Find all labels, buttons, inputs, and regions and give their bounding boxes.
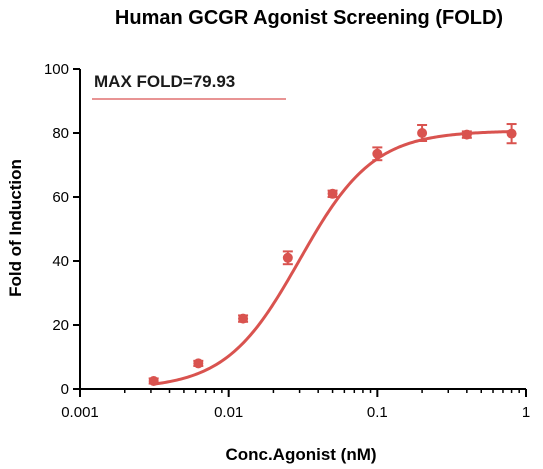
data-point [148,376,159,386]
x-tick-label: 1 [522,404,530,421]
plot-area: 0 20 40 60 80 100 0.001 0.01 0.1 1 MAX FOLD=79.93 [44,61,530,421]
data-point [327,188,338,199]
data-point [193,358,204,369]
y-tick-label: 0 [61,381,69,398]
y-axis-label: Fold of Induction [6,159,25,297]
data-point [282,252,293,263]
y-tick-label: 40 [52,253,69,270]
data-point [417,128,428,138]
data-point [506,128,517,139]
y-tick-label: 60 [52,189,69,206]
y-tick-label: 20 [52,317,69,334]
x-tick-label: 0.001 [61,404,99,421]
y-tick-label: 80 [52,125,69,142]
x-tick-label: 0.01 [214,404,243,421]
y-tick-label: 100 [44,61,69,78]
x-tick-label: 0.1 [367,404,388,421]
max-fold-annotation: MAX FOLD=79.93 [94,72,235,91]
data-point [461,129,472,140]
data-point [372,148,383,159]
fit-curve [153,130,512,386]
chart-title: Human GCGR Agonist Screening (FOLD) [115,7,503,29]
data-point [238,313,249,324]
x-axis-label: Conc.Agonist (nM) [225,445,376,464]
